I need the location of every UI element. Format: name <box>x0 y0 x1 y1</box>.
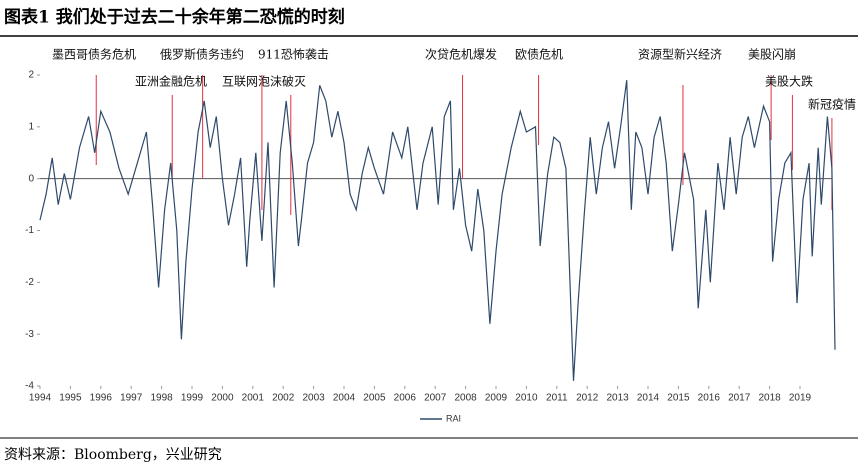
annotation-label: 次贷危机爆发 <box>425 47 497 62</box>
y-tick-label: -3 <box>25 329 34 340</box>
x-tick-label: 2010 <box>515 393 538 404</box>
x-tick-label: 2016 <box>698 393 721 404</box>
annotation-label: 欧债危机 <box>515 48 563 62</box>
annotation-label: 新冠疫情 <box>808 97 856 112</box>
source: 资料来源：Bloomberg，兴业研究 <box>4 447 222 463</box>
x-tick-label: 2008 <box>454 393 477 404</box>
x-tick-label: 2007 <box>424 393 447 404</box>
x-tick-label: 2018 <box>758 393 781 404</box>
x-tick-label: 1997 <box>120 393 143 404</box>
y-tick-label: -2 <box>25 277 34 288</box>
y-tick-label: -1 <box>25 225 34 236</box>
x-tick-label: 1999 <box>181 393 204 404</box>
legend-label: RAI <box>446 413 461 423</box>
x-tick-label: 2012 <box>576 393 599 404</box>
x-tick-label: 2015 <box>667 393 690 404</box>
x-tick-label: 2011 <box>546 393 568 404</box>
annotation-label: 互联网泡沫破灭 <box>222 74 306 89</box>
x-tick-label: 2003 <box>302 393 325 404</box>
x-tick-label: 1994 <box>29 393 52 404</box>
x-tick-label: 1996 <box>90 393 113 404</box>
y-tick-label: 2 <box>28 70 34 81</box>
x-tick-label: 2005 <box>363 393 386 404</box>
x-tick-label: 2000 <box>211 393 234 404</box>
x-tick-label: 2014 <box>637 393 660 404</box>
x-tick-label: 1998 <box>150 393 173 404</box>
annotation-label: 亚洲金融危机 <box>135 74 207 89</box>
x-tick-label: 2002 <box>272 393 295 404</box>
annotation-label: 资源型新兴经济 <box>638 47 722 62</box>
annotation-label: 俄罗斯债务违约 <box>160 47 244 62</box>
x-tick-label: 1995 <box>59 393 82 404</box>
y-tick-label: -4 <box>25 381 34 392</box>
y-tick-label: 1 <box>28 121 34 132</box>
y-tick-label: 0 <box>28 173 34 184</box>
annotation-label: 墨西哥债务危机 <box>52 47 136 62</box>
x-tick-label: 2001 <box>242 393 265 404</box>
x-tick-label: 2004 <box>333 393 356 404</box>
annotation-label: 美股大跌 <box>765 74 813 89</box>
x-tick-label: 2009 <box>485 393 508 404</box>
annotation-label: 911恐怖袭击 <box>258 47 329 62</box>
x-tick-label: 2019 <box>789 393 812 404</box>
rai-line <box>39 80 836 381</box>
chart-title: 图表1 我们处于过去二十余年第二恐慌的时刻 <box>4 7 345 28</box>
x-tick-label: 2006 <box>394 393 417 404</box>
x-tick-label: 2017 <box>728 393 751 404</box>
x-tick-label: 2013 <box>606 393 629 404</box>
annotation-label: 美股闪崩 <box>748 48 796 62</box>
